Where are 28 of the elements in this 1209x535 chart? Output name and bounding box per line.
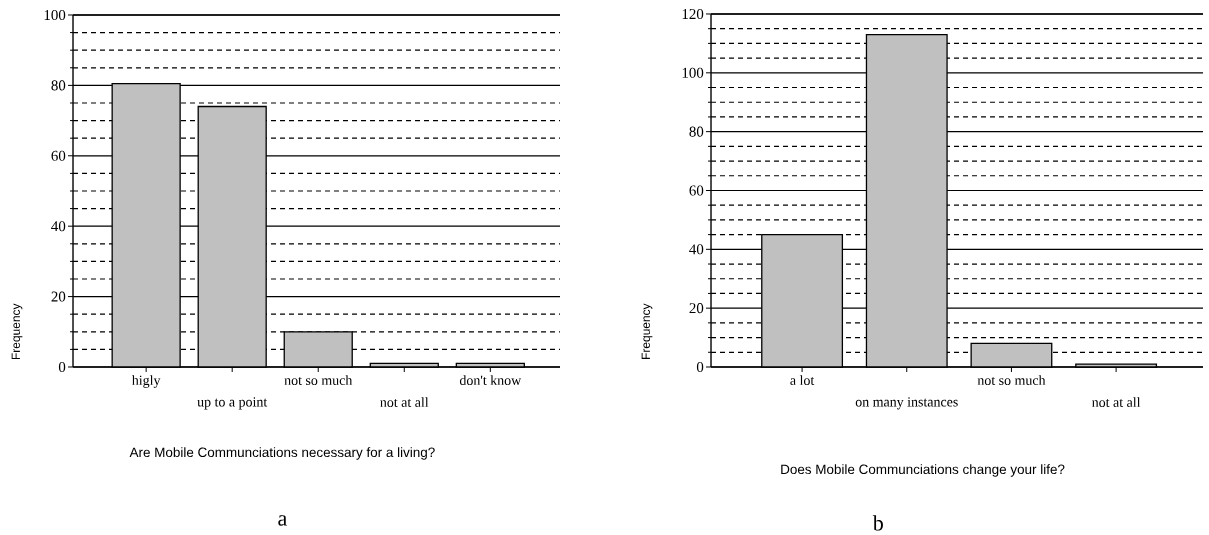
text: a	[278, 515, 287, 526]
x-tick-label: not at all	[380, 397, 429, 407]
y-tick-label: 60	[689, 185, 704, 196]
x-tick-label: don't know	[459, 375, 522, 385]
y-tick-label: 60	[51, 150, 66, 161]
x-tick-label: not so much	[977, 375, 1046, 385]
y-tick-label: 80	[689, 126, 704, 137]
y-tick-label: 120	[682, 8, 704, 20]
x-tick-label: higly	[131, 375, 161, 388]
text: Are Mobile Communciations necessary for a living?	[129, 447, 435, 460]
y-tick-label: 20	[51, 291, 66, 302]
x-tick-label: not so much	[284, 375, 353, 385]
x-tick-label: not at all	[1092, 397, 1141, 407]
x-tick-label: on many instances	[855, 397, 958, 410]
text: Does Mobile Communciations change your life?	[781, 464, 1065, 477]
x-tick-label: up to a point	[197, 397, 268, 410]
x-tick-label: a lot	[790, 375, 815, 385]
text: b	[872, 515, 883, 531]
y-tick-label: 80	[51, 80, 66, 91]
y-tick-label: 100	[682, 67, 704, 78]
y-tick-label: 40	[51, 221, 66, 232]
y-tick-label: 100	[44, 9, 66, 21]
y-tick-label: 0	[696, 361, 704, 373]
y-axis-title: Frequency	[641, 303, 653, 359]
y-tick-label: 20	[689, 303, 704, 314]
y-axis-title: Frequency	[11, 303, 23, 360]
y-tick-label: 40	[689, 244, 704, 255]
y-tick-label: 0	[58, 361, 66, 373]
